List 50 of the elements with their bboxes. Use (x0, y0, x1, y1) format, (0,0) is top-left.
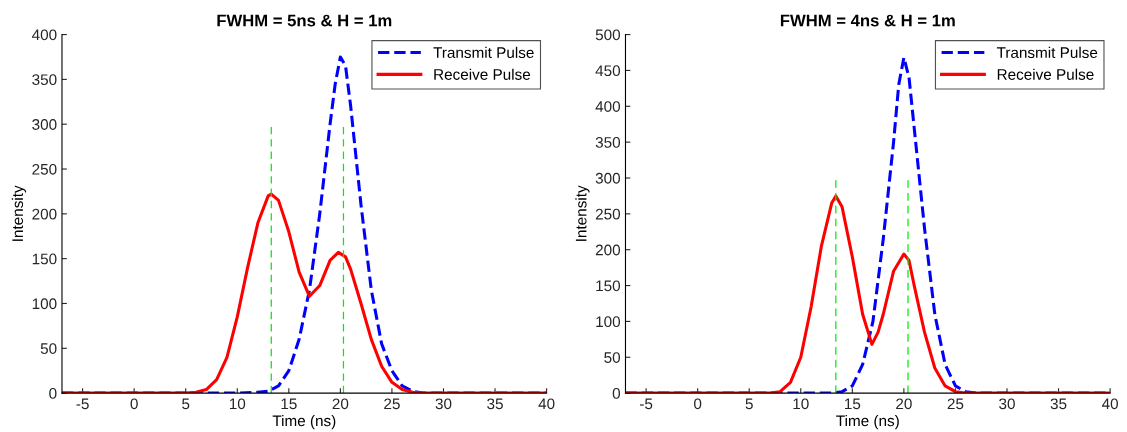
y-tick-label: 0 (49, 387, 57, 399)
legend-label: Receive Pulse (434, 68, 531, 80)
x-tick-label: 40 (1101, 398, 1118, 410)
x-tick-label: 15 (281, 398, 297, 410)
chart-title: FWHM = 5ns & H = 1m (217, 14, 392, 27)
x-tick-label: 10 (229, 398, 246, 410)
x-tick-label: 35 (1050, 398, 1067, 410)
y-tick-label: 500 (595, 29, 621, 41)
y-tick-label: 250 (32, 163, 57, 175)
y-tick-label: 150 (596, 280, 621, 292)
x-tick-label: 5 (745, 398, 753, 410)
x-tick-label: 20 (332, 398, 349, 410)
y-tick-label: 250 (595, 208, 621, 220)
x-tick-label: 10 (793, 398, 809, 410)
legend-label: Transmit Pulse (433, 46, 534, 58)
x-tick-label: -5 (76, 398, 89, 410)
x-tick-label: 25 (384, 398, 400, 410)
x-axis-title: Time (ns) (272, 415, 336, 430)
x-tick-label: 40 (538, 398, 555, 410)
x-tick-label: 30 (435, 398, 452, 410)
y-tick-label: 300 (32, 119, 57, 130)
y-tick-label: 150 (32, 253, 57, 265)
y-tick-label: 50 (604, 352, 621, 363)
y-tick-label: 100 (32, 298, 57, 310)
x-axis-title: Time (ns) (836, 415, 899, 430)
y-axis-title: Intensity (11, 185, 27, 241)
x-tick-label: 35 (487, 398, 503, 410)
x-tick-label: 30 (999, 398, 1015, 410)
legend-label: Transmit Pulse (996, 46, 1098, 58)
x-tick-label: 0 (130, 398, 138, 410)
y-tick-label: 0 (612, 387, 621, 399)
y-tick-label: 400 (31, 29, 57, 41)
x-tick-label: 15 (844, 398, 861, 410)
y-tick-label: 200 (32, 208, 57, 220)
y-tick-label: 350 (32, 74, 57, 86)
y-tick-label: 200 (595, 244, 621, 256)
x-tick-label: -5 (639, 398, 653, 410)
y-tick-label: 450 (595, 65, 621, 77)
legend-label: Receive Pulse (997, 68, 1094, 80)
y-tick-label: 50 (40, 343, 57, 354)
chart-title: FWHM = 4ns & H = 1m (780, 14, 955, 27)
y-axis-title: Intensity (575, 185, 590, 241)
y-tick-label: 350 (595, 137, 621, 148)
x-tick-label: 20 (896, 398, 912, 410)
y-tick-label: 100 (596, 316, 621, 328)
x-tick-label: 5 (182, 398, 190, 410)
x-tick-label: 25 (947, 398, 964, 410)
y-tick-label: 400 (595, 101, 621, 112)
x-tick-label: 0 (694, 398, 702, 410)
y-tick-label: 300 (595, 172, 621, 184)
